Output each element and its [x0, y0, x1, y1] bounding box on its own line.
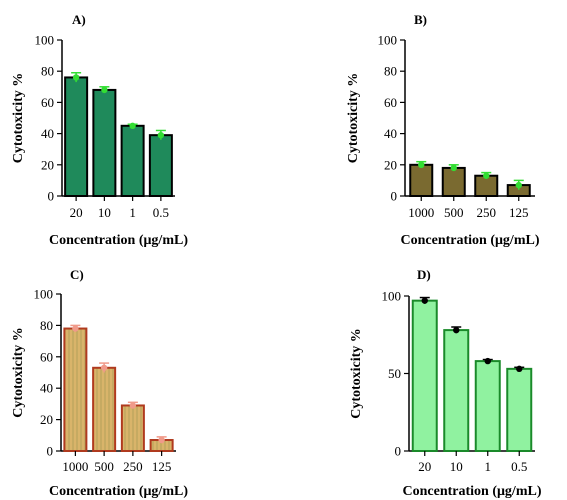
panel-label: A): [72, 12, 86, 27]
mean-point: [72, 325, 79, 332]
y-tick-label: 40: [41, 126, 54, 141]
y-tick-label: 60: [384, 95, 397, 110]
y-tick-label: 0: [48, 189, 55, 204]
x-tick-label: 20: [70, 205, 83, 220]
x-axis-title: Concentration (μg/mL): [49, 484, 188, 499]
mean-point: [453, 326, 460, 334]
x-tick-label: 125: [152, 459, 172, 474]
panel-a: A) 0 20 40 60 80 100 Cytotoxicity % 20 10 1 0.5 Conc…: [11, 12, 188, 248]
panel-label: B): [414, 12, 427, 27]
y-tick-label: 0: [47, 444, 54, 459]
x-tick-label: 1: [129, 205, 136, 220]
mean-point: [101, 86, 108, 94]
mean-point: [100, 364, 108, 371]
y-tick-label: 100: [378, 33, 398, 48]
bar: [92, 88, 117, 197]
panel-c: C) 0 20 40 60 80 100 Cytotoxicity % 1000 500 250 12…: [11, 267, 188, 499]
y-tick-label: 20: [384, 157, 397, 172]
x-tick-label: 1000: [62, 459, 88, 474]
mean-point: [157, 131, 165, 139]
y-tick-label: 0: [391, 189, 398, 204]
bar: [506, 367, 533, 453]
y-axis-title: Cytotoxicity %: [11, 327, 26, 418]
y-tick-label: 50: [388, 366, 401, 381]
y-tick-label: 100: [34, 287, 54, 302]
y-tick-label: 20: [41, 157, 54, 172]
y-tick-label: 60: [41, 95, 54, 110]
bar: [441, 166, 466, 197]
bar: [409, 163, 434, 198]
mean-point: [483, 172, 490, 179]
mean-point: [484, 357, 491, 365]
y-tick-label: 80: [384, 64, 397, 79]
x-tick-label: 250: [477, 205, 497, 220]
mean-point: [158, 436, 165, 444]
y-tick-label: 40: [384, 126, 397, 141]
x-axis-title: Concentration (μg/mL): [401, 233, 540, 248]
x-tick-label: 500: [444, 205, 464, 220]
bar: [474, 360, 501, 453]
x-axis-title: Concentration (μg/mL): [49, 233, 188, 248]
bar: [120, 404, 145, 452]
y-tick-label: 0: [395, 444, 402, 459]
x-tick-label: 125: [509, 205, 529, 220]
x-tick-label: 10: [98, 205, 111, 220]
panel-label: D): [417, 267, 431, 282]
mean-point: [72, 74, 80, 81]
y-tick-label: 80: [40, 318, 53, 333]
x-tick-label: 20: [418, 459, 431, 474]
bar: [63, 327, 88, 453]
panel-b: B) 0 20 40 60 80 100 Cytotoxicity % 1000 500 250 12…: [346, 12, 540, 248]
bar: [148, 134, 173, 198]
y-tick-label: 80: [41, 64, 54, 79]
bar: [64, 76, 89, 197]
bar: [411, 299, 438, 452]
y-tick-label: 20: [40, 412, 53, 427]
mean-point: [421, 297, 428, 304]
x-axis-title: Concentration (μg/mL): [403, 484, 542, 499]
mean-point: [515, 181, 522, 189]
x-tick-label: 1000: [408, 205, 434, 220]
mean-point: [516, 365, 523, 373]
bar: [120, 124, 145, 197]
y-axis-title: Cytotoxicity %: [349, 328, 364, 419]
x-tick-label: 1: [485, 459, 492, 474]
mean-point: [129, 122, 136, 129]
bar: [443, 329, 470, 453]
x-tick-label: 0.5: [153, 205, 169, 220]
mean-point: [129, 402, 137, 409]
y-tick-label: 100: [35, 33, 55, 48]
y-tick-label: 100: [382, 289, 402, 304]
panel-d: D) 0 50 100 Cytotoxicity % 20 10 1 0.5 Concentrat…: [349, 267, 542, 499]
y-tick-label: 40: [40, 381, 53, 396]
panel-label: C): [70, 267, 84, 282]
x-tick-label: 500: [94, 459, 114, 474]
x-tick-label: 250: [123, 459, 143, 474]
mean-point: [418, 161, 425, 168]
mean-point: [450, 164, 457, 172]
y-axis-title: Cytotoxicity %: [11, 73, 26, 164]
x-tick-label: 10: [450, 459, 463, 474]
y-tick-label: 60: [40, 349, 53, 364]
bar: [92, 366, 117, 453]
x-tick-label: 0.5: [511, 459, 527, 474]
y-axis-title: Cytotoxicity %: [346, 73, 361, 164]
